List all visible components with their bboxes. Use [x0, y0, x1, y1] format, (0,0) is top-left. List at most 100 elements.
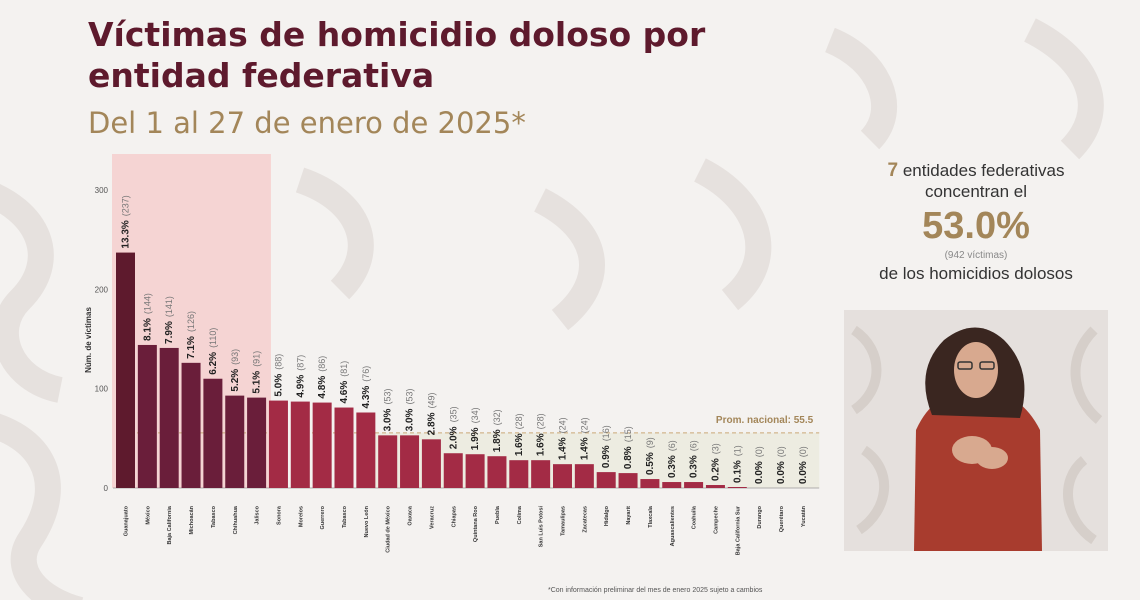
summary-victims: (942 víctimas) — [944, 250, 1008, 261]
bar — [290, 401, 310, 488]
bar — [509, 460, 529, 488]
data-label: 1.9%(34) — [470, 407, 481, 450]
x-tick-label: San Luis Potosí — [539, 506, 545, 548]
x-tick-label: Puebla — [495, 505, 501, 524]
data-label: 1.4%(24) — [579, 417, 590, 460]
bar — [312, 402, 332, 488]
bar — [378, 435, 398, 488]
x-tick-label: Michoacán — [189, 505, 195, 534]
x-tick-label: Hidalgo — [604, 505, 610, 526]
x-tick-label: Nuevo León — [364, 505, 370, 537]
data-label: 0.9%(16) — [601, 425, 612, 468]
summary-count: 7 — [887, 160, 899, 181]
bar — [443, 453, 463, 488]
summary-panel: 7 entidades federativas concentran el 53… — [836, 160, 1116, 284]
bar — [727, 487, 747, 488]
x-tick-label: Campeche — [713, 506, 719, 534]
x-tick-label: Guanajuato — [124, 505, 130, 536]
data-label: 0.5%(9) — [645, 437, 656, 475]
x-tick-label: México — [145, 505, 151, 524]
data-label: 0.1%(1) — [732, 445, 743, 483]
x-tick-label: Yucatán — [801, 505, 807, 527]
interpreter-figure — [850, 325, 1103, 551]
x-tick-label: Veracruz — [429, 506, 435, 529]
x-tick-label: Zacatecas — [582, 506, 588, 533]
data-label: 6.2%(110) — [208, 328, 219, 375]
bar — [247, 397, 267, 488]
bar — [356, 412, 376, 488]
bar — [203, 378, 223, 488]
bar — [662, 482, 682, 488]
summary-line3: de los homicidios dolosos — [879, 264, 1073, 283]
sign-language-interpreter-video — [844, 310, 1108, 551]
x-tick-label: Tabasco — [342, 505, 348, 528]
bar — [684, 482, 704, 488]
bar — [574, 464, 594, 488]
bar — [225, 395, 245, 488]
data-label: 7.9%(141) — [164, 296, 175, 344]
data-label: 1.6%(28) — [514, 413, 525, 456]
x-tick-label: Oaxaca — [408, 505, 414, 526]
bar — [421, 439, 441, 488]
x-tick-label: Chihuahua — [233, 505, 239, 534]
bar — [640, 479, 660, 488]
bar — [116, 252, 135, 488]
x-tick-label: Tabasco — [211, 505, 217, 528]
data-label: 5.1%(91) — [252, 351, 263, 394]
average-label: Prom. nacional: 55.5 — [716, 415, 814, 426]
data-label: 0.0%(0) — [776, 446, 787, 484]
x-tick-label: Baja California — [167, 505, 173, 544]
data-label: 1.6%(28) — [536, 413, 547, 456]
page-title: Víctimas de homicidio doloso por entidad… — [88, 15, 706, 95]
y-tick-label: 300 — [95, 186, 109, 195]
data-label: 0.0%(0) — [798, 446, 809, 484]
data-label: 7.1%(126) — [186, 311, 197, 359]
data-label: 4.3%(76) — [361, 366, 372, 409]
summary-percent: 53.0% — [922, 205, 1030, 247]
data-label: 0.2%(3) — [710, 443, 721, 481]
x-tick-label: Quintana Roo — [473, 505, 479, 542]
data-label: 0.3%(6) — [689, 440, 700, 478]
y-tick-label: 100 — [95, 385, 109, 394]
x-tick-label: Nayarit — [626, 506, 632, 525]
summary-line1: entidades federativas — [902, 161, 1065, 180]
bar — [705, 485, 725, 488]
data-label: 2.0%(35) — [448, 406, 459, 449]
x-tick-label: Aguascalientes — [670, 506, 676, 546]
x-tick-label: Tlaxcala — [648, 505, 654, 528]
data-label: 2.8%(49) — [426, 393, 437, 436]
x-tick-label: Ciudad de México — [386, 505, 392, 552]
x-tick-label: Morelos — [298, 506, 304, 527]
data-label: 8.1%(144) — [142, 293, 153, 341]
x-tick-label: Baja California Sur — [735, 505, 741, 555]
bar — [465, 454, 485, 488]
page-subtitle: Del 1 al 27 de enero de 2025* — [88, 106, 526, 140]
bar — [334, 407, 354, 488]
bar — [137, 344, 157, 488]
data-label: 1.8%(32) — [492, 409, 503, 452]
bar — [618, 473, 638, 488]
data-label: 5.0%(88) — [273, 354, 284, 397]
data-label: 3.0%(53) — [405, 389, 416, 432]
data-label: 4.8%(86) — [317, 356, 328, 399]
x-tick-label: Chiapas — [451, 506, 457, 527]
data-label: 4.9%(87) — [295, 355, 306, 398]
data-label: 13.3%(237) — [121, 195, 132, 248]
y-axis-label: Núm. de víctimas — [84, 307, 93, 373]
x-tick-label: Querétaro — [779, 505, 785, 532]
data-label: 0.8%(15) — [623, 426, 634, 469]
x-tick-label: Coahuila — [692, 505, 698, 529]
bar — [159, 347, 179, 488]
bar — [487, 456, 507, 488]
data-label: 5.2%(93) — [230, 349, 241, 392]
bar — [553, 464, 572, 488]
x-tick-label: Jalisco — [255, 505, 261, 524]
bar — [531, 460, 551, 488]
x-tick-label: Colima — [517, 505, 523, 524]
x-tick-label: Tamaulipas — [561, 506, 567, 536]
footnote: *Con información preliminar del mes de e… — [548, 587, 763, 594]
summary-line2: concentran el — [924, 182, 1028, 201]
data-label: 0.0%(0) — [754, 446, 765, 484]
bar — [596, 472, 616, 488]
bar — [400, 435, 420, 488]
